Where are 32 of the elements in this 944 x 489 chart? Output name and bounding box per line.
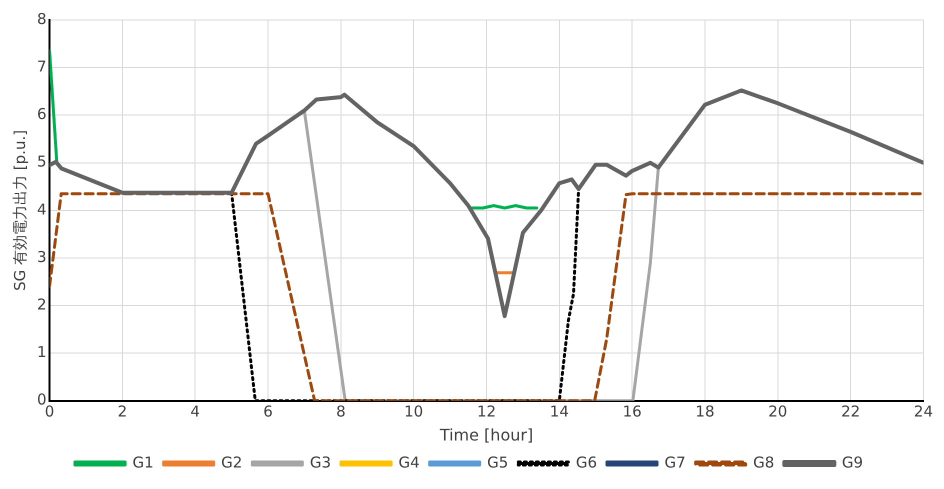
x-tick-label: 18 xyxy=(695,402,715,421)
legend-label: G6 xyxy=(576,453,598,472)
y-tick-label: 8 xyxy=(36,10,47,28)
x-tick-label: 10 xyxy=(404,402,424,421)
y-tick-label: 1 xyxy=(36,343,47,362)
y-tick-label: 2 xyxy=(36,295,47,314)
y-tick-label: 4 xyxy=(36,200,47,218)
y-tick-label: 5 xyxy=(36,152,47,171)
x-tick-label: 2 xyxy=(118,402,128,421)
y-tick-label: 0 xyxy=(36,390,47,409)
legend-label: G1 xyxy=(132,453,154,472)
x-tick-label: 20 xyxy=(768,402,788,421)
x-axis-title: Time [hour] xyxy=(438,426,534,445)
x-tick-label: 8 xyxy=(336,402,346,421)
legend-label: G8 xyxy=(753,453,774,472)
y-tick-label: 6 xyxy=(36,105,47,124)
x-tick-label: 6 xyxy=(263,402,273,421)
x-tick-label: 12 xyxy=(476,402,496,421)
x-tick-label: 24 xyxy=(914,402,934,421)
y-tick-label: 3 xyxy=(36,248,47,266)
x-tick-label: 14 xyxy=(550,402,569,421)
legend-label: G9 xyxy=(842,453,864,472)
y-tick-label: 7 xyxy=(36,57,47,76)
y-axis-title: SG 有効電力出力 [p.u.] xyxy=(10,130,29,291)
legend-label: G7 xyxy=(664,453,686,472)
legend-label: G3 xyxy=(310,453,332,472)
x-tick-label: 4 xyxy=(190,402,200,421)
legend-label: G2 xyxy=(221,453,242,472)
legend-label: G5 xyxy=(487,453,508,472)
x-tick-label: 16 xyxy=(622,402,642,421)
legend-label: G4 xyxy=(398,453,420,472)
x-tick-label: 22 xyxy=(841,402,860,421)
